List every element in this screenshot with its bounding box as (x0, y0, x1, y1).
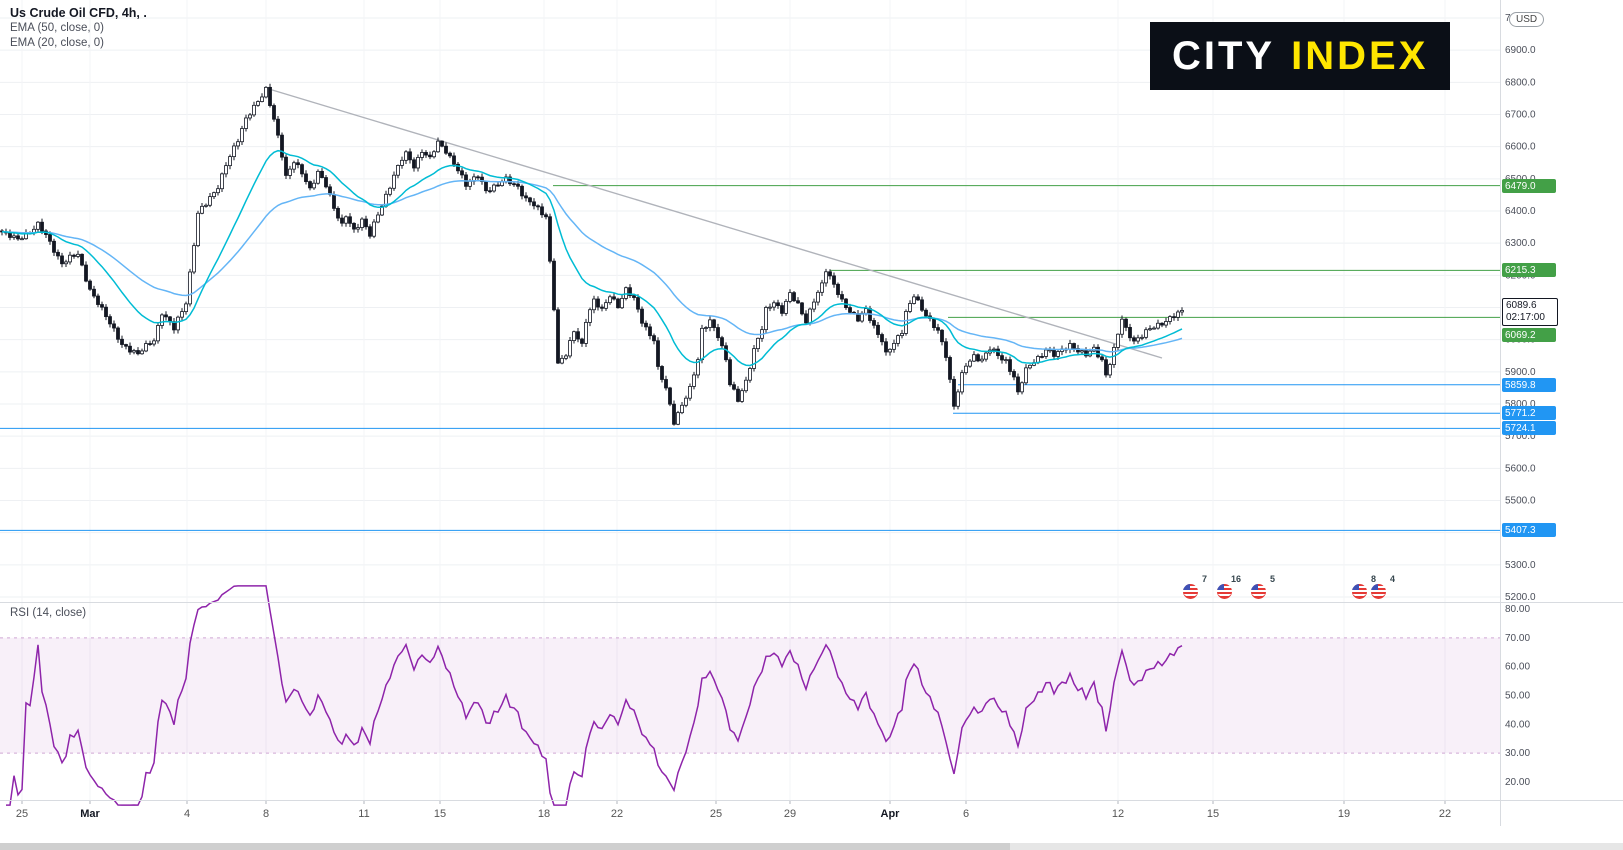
economic-event-flag[interactable]: 4 (1371, 574, 1397, 602)
price-level-tag-5407.3: 5407.3 (1502, 523, 1556, 538)
event-count-badge: 4 (1389, 574, 1395, 584)
svg-text:Mar: Mar (80, 808, 100, 820)
svg-text:6400.0: 6400.0 (1505, 206, 1536, 217)
time-axis[interactable]: 25 Mar 4 8 11 15 18 22 25 29 Apr 6 12 15 19 22 (16, 800, 1451, 820)
svg-text:19: 19 (1338, 808, 1350, 820)
us-flag-icon (1217, 584, 1232, 599)
svg-text:Apr: Apr (881, 808, 901, 820)
svg-text:5700.0: 5700.0 (1505, 431, 1536, 442)
last-price-tag: 6089.6 02:17:00 (1502, 297, 1558, 326)
event-count-badge: 16 (1230, 574, 1241, 584)
economic-event-flag[interactable]: 8 (1352, 574, 1378, 602)
svg-text:15: 15 (1207, 808, 1219, 820)
event-count-badge: 8 (1370, 574, 1376, 584)
svg-text:80.00: 80.00 (1505, 604, 1530, 615)
svg-text:11: 11 (358, 808, 369, 820)
candles-layer[interactable] (0, 83, 1184, 426)
svg-text:60.00: 60.00 (1505, 662, 1530, 673)
price-level-tag-5771.2: 5771.2 (1502, 406, 1556, 421)
svg-text:5300.0: 5300.0 (1505, 560, 1536, 571)
us-flag-icon (1371, 584, 1386, 599)
svg-text:6800.0: 6800.0 (1505, 77, 1536, 88)
rsi-legend[interactable]: RSI (14, close) (10, 607, 87, 619)
logo-index: INDEX (1291, 34, 1429, 78)
svg-text:5200.0: 5200.0 (1505, 592, 1536, 603)
last-price-value: 6089.6 (1506, 299, 1537, 311)
ema20-legend[interactable]: EMA (20, close, 0) (10, 37, 104, 49)
svg-text:12: 12 (1112, 808, 1124, 820)
svg-text:4: 4 (184, 808, 190, 820)
svg-text:6900.0: 6900.0 (1505, 45, 1536, 56)
grid-layer (0, 0, 1500, 800)
currency-badge[interactable]: USD (1509, 12, 1545, 27)
rsi-band (0, 637, 1500, 754)
price-level-tag-6479.0: 6479.0 (1502, 178, 1556, 193)
svg-text:5900.0: 5900.0 (1505, 367, 1536, 378)
city-index-logo: CITY INDEX (1150, 22, 1451, 90)
economic-event-flag[interactable]: 5 (1251, 574, 1277, 602)
rsi-line[interactable] (6, 585, 1183, 806)
horizontal-scrollbar[interactable] (0, 843, 1623, 850)
ema50-legend[interactable]: EMA (50, close, 0) (10, 22, 104, 34)
svg-text:30.00: 30.00 (1505, 748, 1530, 759)
us-flag-icon (1251, 584, 1266, 599)
svg-text:15: 15 (434, 808, 446, 820)
symbol-legend: Us Crude Oil CFD, 4h, . EMA (50, close, … (10, 6, 147, 51)
svg-text:6: 6 (963, 808, 969, 820)
svg-text:29: 29 (784, 808, 796, 820)
svg-text:22: 22 (611, 808, 623, 820)
svg-text:18: 18 (538, 808, 550, 820)
scrollbar-thumb[interactable] (0, 843, 1010, 850)
svg-text:25: 25 (16, 808, 28, 820)
price-axis[interactable]: 5200.05300.05400.05500.05600.05700.05800… (1505, 13, 1536, 788)
svg-text:25: 25 (710, 808, 722, 820)
downtrend-line[interactable] (265, 87, 1163, 359)
symbol-title[interactable]: Us Crude Oil CFD, 4h, . (10, 6, 147, 20)
svg-text:6300.0: 6300.0 (1505, 238, 1536, 249)
us-flag-icon (1352, 584, 1367, 599)
economic-event-flag[interactable]: 7 (1183, 574, 1209, 602)
bar-countdown: 02:17:00 (1506, 311, 1545, 323)
svg-text:6700.0: 6700.0 (1505, 110, 1536, 121)
svg-text:70.00: 70.00 (1505, 633, 1530, 644)
support-resistance-lines[interactable] (0, 185, 1500, 531)
svg-text:40.00: 40.00 (1505, 719, 1530, 730)
event-count-badge: 5 (1269, 574, 1275, 584)
economic-event-flag[interactable]: 16 (1217, 574, 1243, 602)
logo-city: CITY (1172, 34, 1276, 78)
svg-text:8: 8 (263, 808, 269, 820)
svg-text:5500.0: 5500.0 (1505, 496, 1536, 507)
price-level-tag-5724.1: 5724.1 (1502, 421, 1556, 436)
ema50-line[interactable] (2, 179, 1183, 353)
svg-text:6600.0: 6600.0 (1505, 142, 1536, 153)
svg-text:50.00: 50.00 (1505, 691, 1530, 702)
ema20-line[interactable] (2, 149, 1183, 367)
svg-text:22: 22 (1439, 808, 1451, 820)
svg-text:5600.0: 5600.0 (1505, 463, 1536, 474)
us-flag-icon (1183, 584, 1198, 599)
svg-text:5800.0: 5800.0 (1505, 399, 1536, 410)
svg-text:20.00: 20.00 (1505, 777, 1530, 788)
event-count-badge: 7 (1201, 574, 1207, 584)
price-level-tag-5859.8: 5859.8 (1502, 377, 1556, 392)
pane-separators (0, 0, 1623, 826)
price-level-tag-6215.3: 6215.3 (1502, 263, 1556, 278)
price-level-tag-6069.2: 6069.2 (1502, 328, 1556, 343)
